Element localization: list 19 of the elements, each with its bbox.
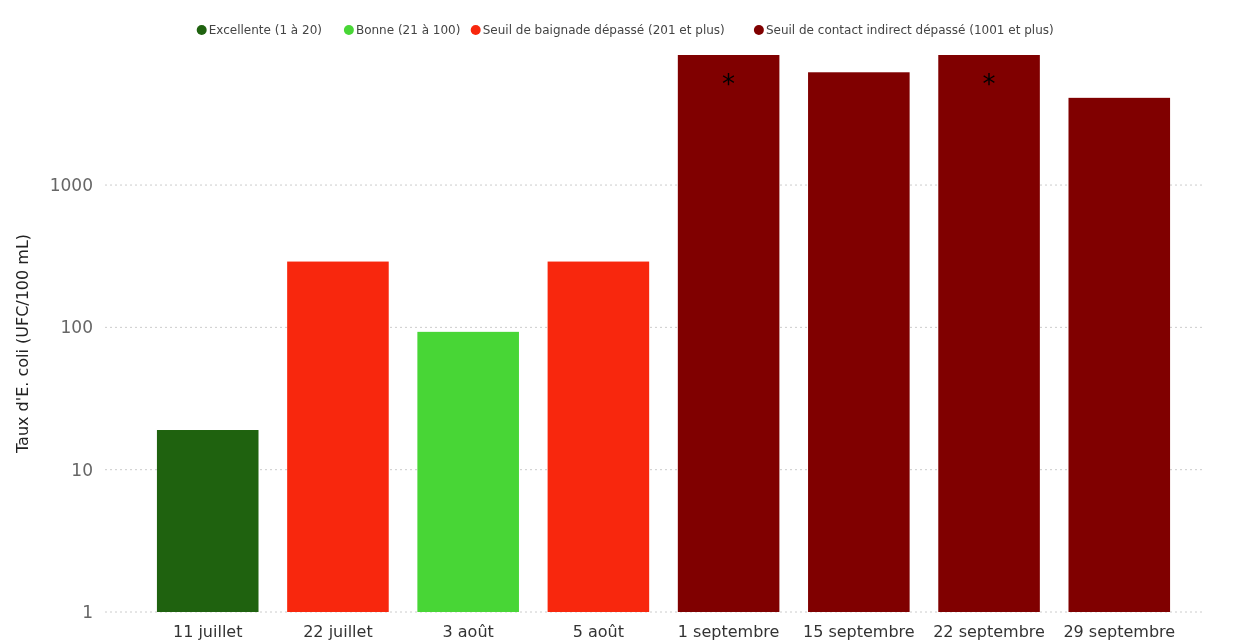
y-axis-title: Taux d'E. coli (UFC/100 mL) [13,233,32,455]
x-tick-label: 11 juillet [172,622,243,641]
x-tick-label: 29 septembre [1063,622,1176,641]
y-tick-label: 10 [71,459,93,480]
legend-label: Seuil de baignade dépassé (201 et plus) [482,23,725,37]
y-tick-label: 1 [82,601,93,622]
x-tick-label: 1 septembre [677,622,780,641]
x-tick-label: 3 août [442,622,494,641]
legend-label: Seuil de contact indirect dépassé (1001 et plus) [765,23,1054,37]
annotation: * [982,69,996,99]
annotation: * [722,69,736,99]
x-tick-label: 15 septembre [802,622,915,641]
x-tick-label: 22 septembre [933,622,1045,641]
y-tick-label: 100 [60,317,93,338]
x-tick-label: 22 juillet [303,622,373,641]
legend-label: Bonne (21 à 100) [355,23,461,37]
y-tick-label: 1000 [49,175,93,195]
x-tick-label: 5 août [572,622,625,641]
legend-label: Excellente (1 à 20) [208,23,322,37]
